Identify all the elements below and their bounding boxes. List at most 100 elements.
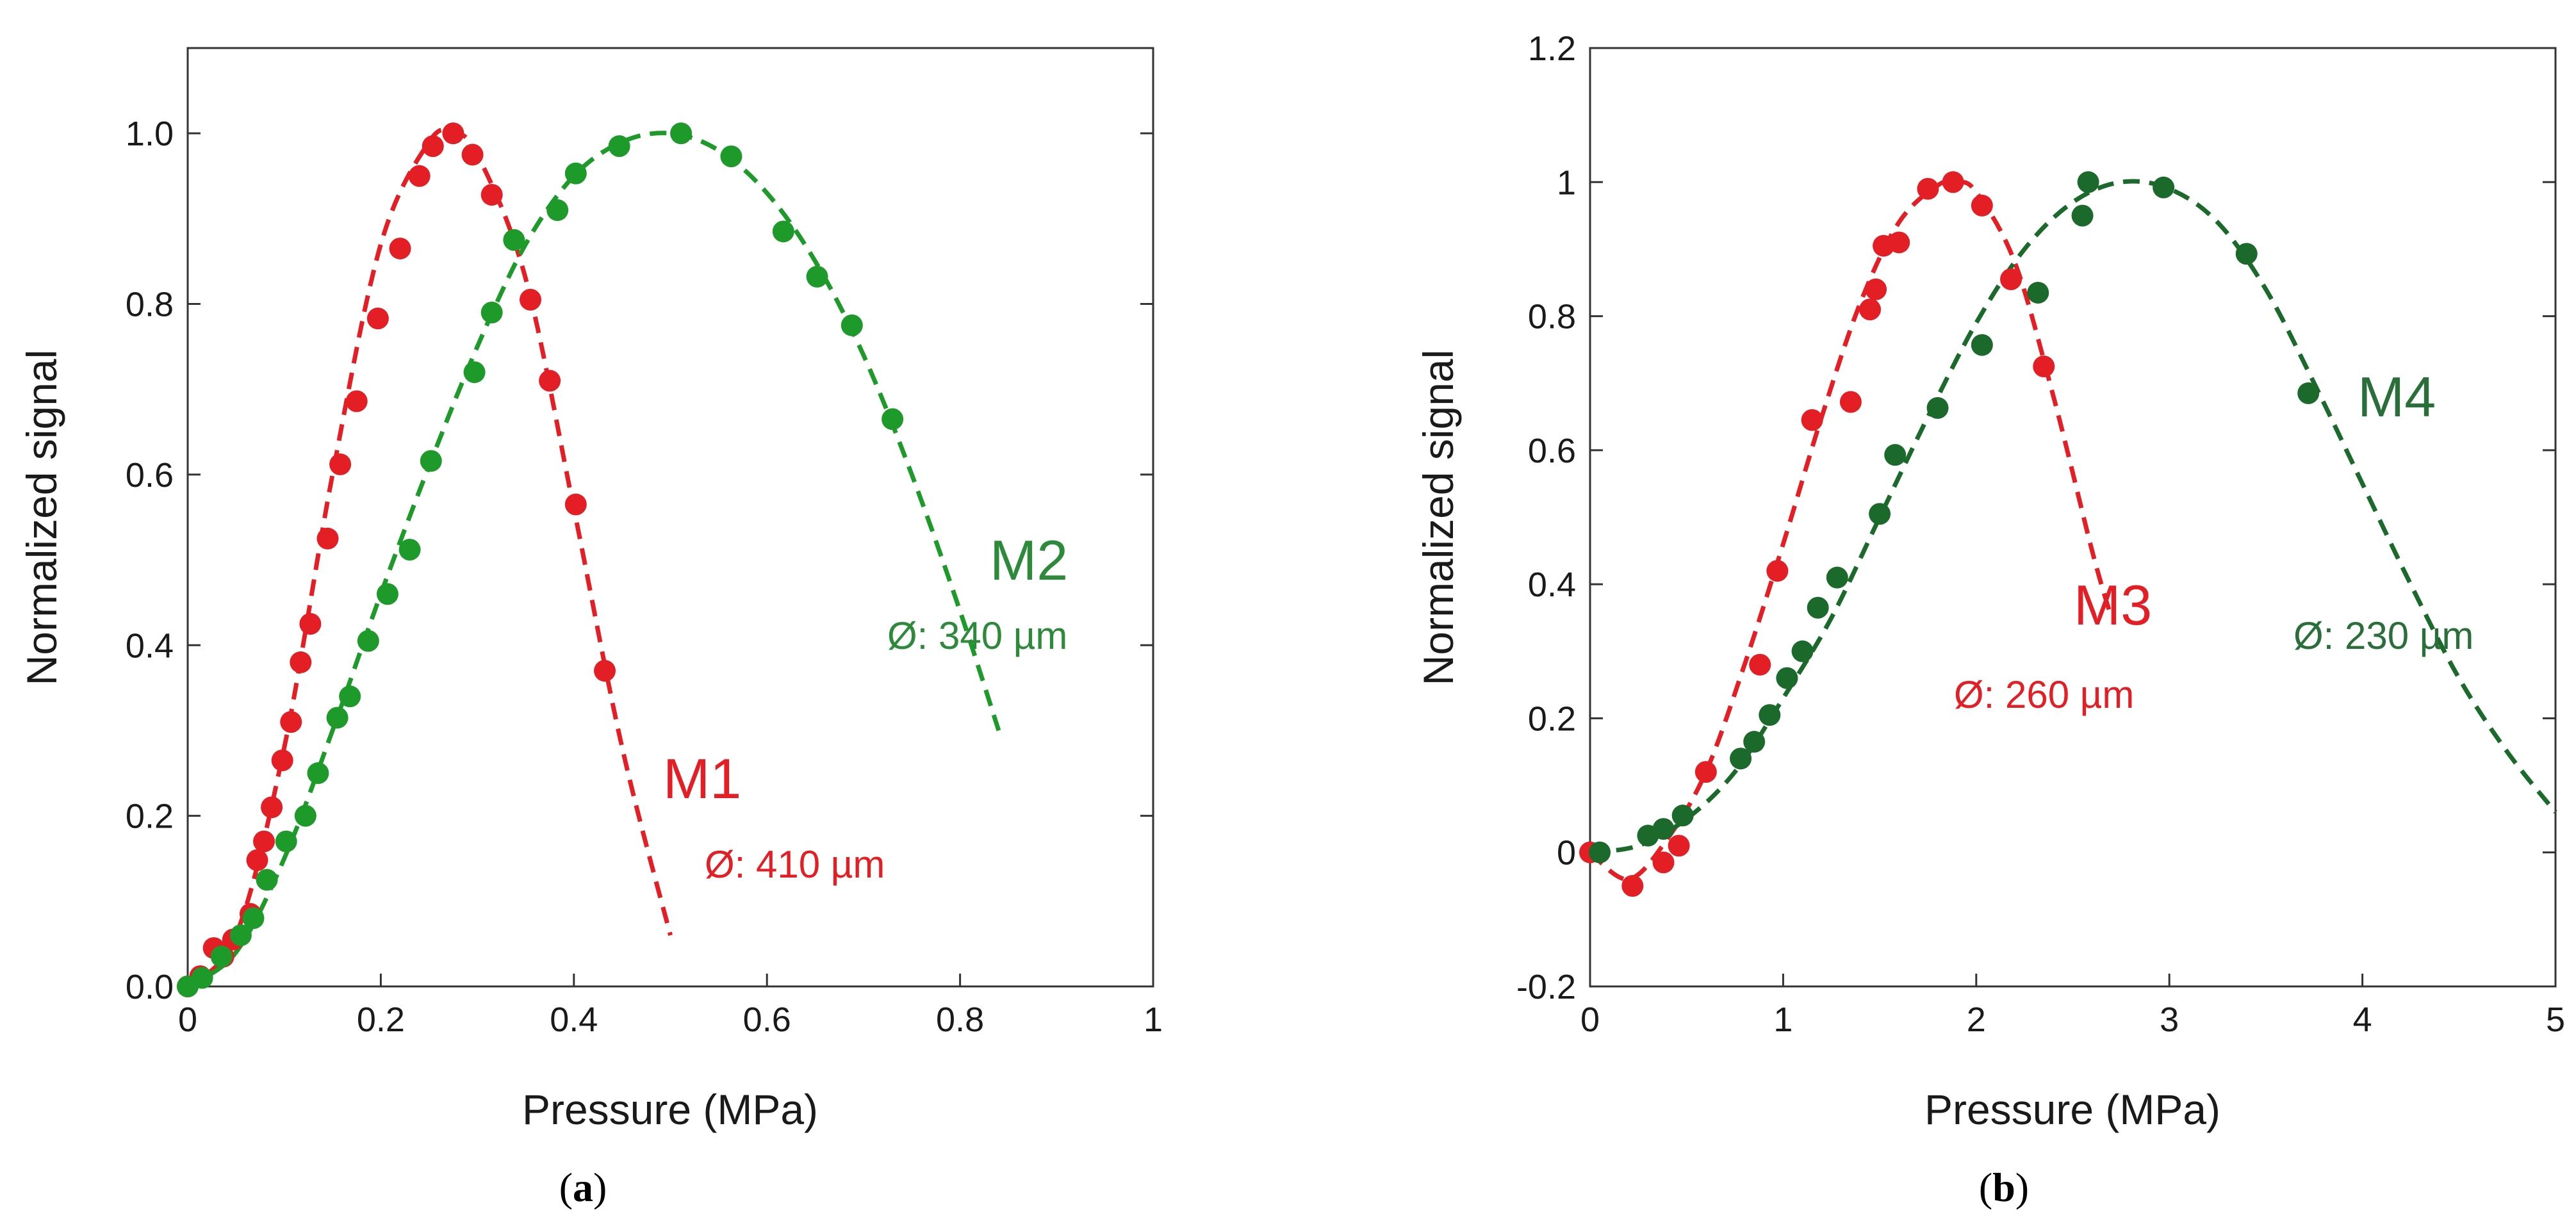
data-point-m1 — [461, 143, 484, 166]
data-point-m4 — [1759, 704, 1781, 726]
data-point-m4 — [1807, 596, 1829, 619]
panel-letter-b: b — [1992, 1165, 2015, 1210]
data-points — [1579, 171, 2320, 897]
data-point-m3 — [2033, 356, 2055, 378]
data-points — [177, 122, 904, 997]
chart-panel-b: 0 1 2 3 4 5-0.200.20.40.60.811.2 Pressure (MP… — [1415, 29, 2565, 1210]
x-tick-label: 5 — [2546, 1001, 2565, 1039]
x-tick-label: 1 — [1773, 1001, 1793, 1039]
data-point-m1 — [261, 796, 283, 819]
data-point-m1 — [366, 307, 389, 330]
data-point-m3 — [1839, 391, 1862, 413]
data-point-m1 — [519, 288, 541, 311]
panel-label-a: (a) — [559, 1165, 607, 1210]
data-point-m4 — [1730, 748, 1752, 770]
data-point-m3 — [1694, 761, 1717, 783]
x-tick-label: 0 — [1580, 1001, 1600, 1039]
data-point-m3 — [1971, 194, 1993, 217]
axis-ticks: 0 1 2 3 4 5-0.200.20.40.60.811.2 — [1516, 29, 2565, 1039]
series-note-m1: Ø: 410 µm — [705, 843, 885, 886]
data-point-m2 — [882, 408, 904, 430]
data-point-m2 — [420, 450, 442, 472]
chart-panel-a: 0 0.2 0.4 0.6 0.8 1 0.0 0.2 0.4 0.6 0.8 1.0 Pressur… — [18, 47, 1163, 1210]
panel-label-b: (b) — [1979, 1165, 2029, 1210]
data-point-m1 — [480, 184, 503, 206]
series-name-m2: M2 — [990, 528, 1068, 592]
data-point-m2 — [546, 199, 569, 222]
x-tick-label: 2 — [1967, 1001, 1986, 1039]
y-tick-label: 0.6 — [126, 456, 174, 494]
data-point-m4 — [1884, 444, 1907, 466]
data-point-m2 — [480, 301, 503, 323]
y-tick-label: 0.0 — [126, 968, 174, 1006]
data-point-m1 — [408, 165, 431, 187]
series-note-m3: Ø: 260 µm — [1954, 673, 2134, 716]
data-point-m1 — [329, 453, 352, 475]
series-note-m2: Ø: 340 µm — [887, 614, 1067, 657]
data-point-m2 — [398, 539, 421, 561]
data-point-m2 — [720, 145, 742, 168]
data-point-m4 — [1869, 503, 1891, 525]
data-point-m1 — [246, 849, 268, 871]
data-point-m2 — [229, 924, 252, 947]
axis-ticks: 0 0.2 0.4 0.6 0.8 1 0.0 0.2 0.4 0.6 0.8 1.0 — [126, 115, 1163, 1039]
y-axis-title: Normalized signal — [18, 350, 65, 686]
data-point-m4 — [1671, 805, 1694, 827]
data-point-m4 — [2297, 382, 2320, 404]
panel-letter-a: a — [573, 1165, 593, 1210]
data-point-m1 — [316, 527, 339, 550]
data-point-m4 — [1926, 396, 1949, 419]
data-point-m4 — [1743, 731, 1766, 753]
plot-frame — [186, 47, 1154, 988]
data-point-m1 — [422, 135, 444, 158]
data-point-m2 — [503, 229, 525, 251]
data-point-m3 — [1917, 177, 1939, 200]
data-point-m3 — [1801, 409, 1823, 431]
data-point-m4 — [1826, 566, 1848, 589]
data-point-m1 — [290, 651, 312, 673]
data-point-m2 — [275, 830, 297, 853]
y-axis-title: Normalized signal — [1415, 350, 1462, 686]
x-axis-title: Pressure (MPa) — [522, 1086, 818, 1133]
data-point-m1 — [345, 390, 368, 413]
data-point-m4 — [1776, 667, 1798, 689]
data-point-m4 — [2153, 176, 2175, 199]
series-name-m1: M1 — [663, 747, 741, 810]
series-name-m4: M4 — [2358, 365, 2436, 429]
data-point-m2 — [608, 135, 630, 158]
y-tick-label: 1 — [1557, 163, 1576, 202]
data-point-m2 — [376, 583, 398, 605]
data-point-m2 — [256, 869, 278, 891]
plot-frame — [1589, 47, 2557, 988]
x-tick-label: 0 — [178, 1001, 197, 1039]
data-point-m3 — [2000, 268, 2022, 291]
data-point-m1 — [442, 122, 464, 145]
data-point-m2 — [463, 361, 486, 384]
data-point-m1 — [280, 711, 302, 733]
data-point-m4 — [1791, 640, 1814, 662]
data-point-m4 — [2027, 281, 2049, 304]
x-tick-label: 0.8 — [936, 1001, 984, 1039]
x-tick-label: 0.6 — [743, 1001, 791, 1039]
data-point-m4 — [1971, 334, 1993, 356]
data-point-m3 — [1888, 231, 1910, 254]
data-point-m3 — [1859, 298, 1882, 321]
data-point-m1 — [253, 830, 275, 853]
data-point-m3 — [1621, 875, 1644, 897]
data-point-m2 — [564, 162, 587, 184]
data-point-m1 — [389, 237, 411, 259]
y-tick-label: 0.8 — [126, 286, 174, 324]
data-point-m2 — [772, 220, 794, 243]
data-point-m4 — [1652, 818, 1675, 840]
x-tick-label: 4 — [2353, 1001, 2372, 1039]
data-point-m2 — [339, 685, 361, 708]
y-tick-label: 1.2 — [1528, 29, 1576, 68]
fit-curve-m2 — [186, 131, 1001, 988]
y-tick-label: 0 — [1557, 834, 1576, 872]
data-point-m1 — [271, 749, 293, 772]
data-point-m1 — [299, 612, 322, 635]
data-point-m2 — [326, 707, 349, 729]
data-point-m2 — [191, 967, 213, 989]
x-tick-label: 0.2 — [357, 1001, 405, 1039]
